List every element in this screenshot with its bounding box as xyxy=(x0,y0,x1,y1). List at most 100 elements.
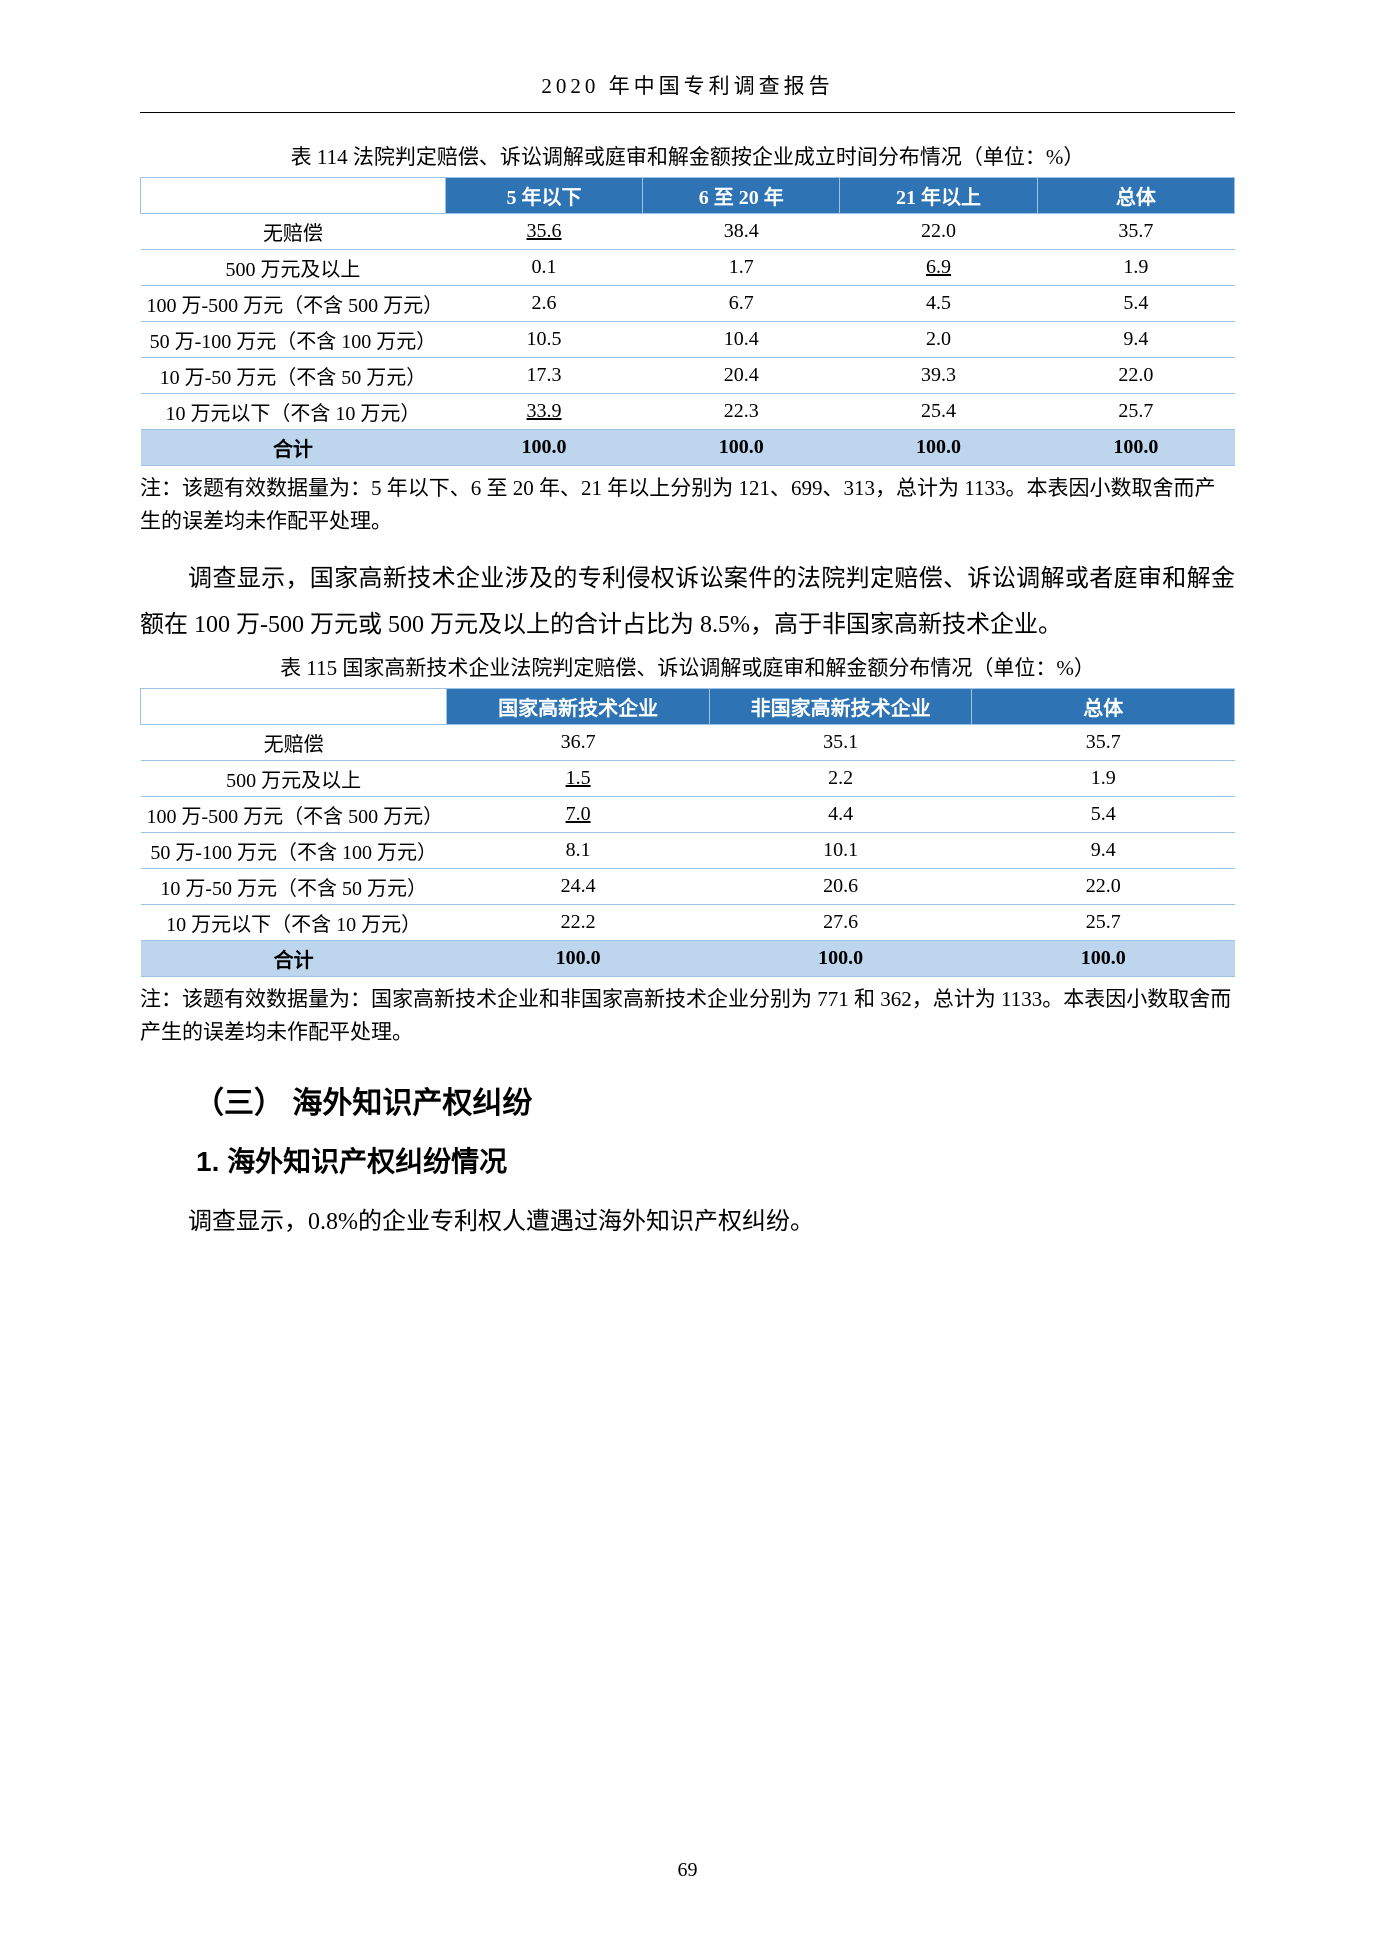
cell: 5.4 xyxy=(1037,286,1234,322)
section-heading: （三） 海外知识产权纠纷 xyxy=(140,1078,1235,1122)
cell: 1.9 xyxy=(1037,250,1234,286)
table2-col3: 总体 xyxy=(972,689,1235,725)
total-cell: 100.0 xyxy=(447,941,710,977)
cell: 24.4 xyxy=(447,869,710,905)
row-label: 10 万元以下（不含 10 万元） xyxy=(141,905,447,941)
cell: 25.7 xyxy=(972,905,1235,941)
page-number: 69 xyxy=(0,1859,1375,1882)
paragraph2: 调查显示，0.8%的企业专利权人遭遇过海外知识产权纠纷。 xyxy=(140,1200,1235,1246)
table2-col0 xyxy=(141,689,447,725)
table-row: 500 万元及以上1.52.21.9 xyxy=(141,761,1235,797)
total-cell: 100.0 xyxy=(1037,430,1234,466)
cell: 35.7 xyxy=(1037,214,1234,250)
table-row: 100 万-500 万元（不含 500 万元）7.04.45.4 xyxy=(141,797,1235,833)
row-label: 50 万-100 万元（不含 100 万元） xyxy=(141,833,447,869)
cell: 38.4 xyxy=(643,214,840,250)
sub-heading: 1. 海外知识产权纠纷情况 xyxy=(140,1140,1235,1180)
total-cell: 100.0 xyxy=(972,941,1235,977)
cell: 4.5 xyxy=(840,286,1037,322)
document-page: 2020 年中国专利调查报告 表 114 法院判定赔偿、诉讼调解或庭审和解金额按… xyxy=(0,0,1375,1942)
table1-title: 表 114 法院判定赔偿、诉讼调解或庭审和解金额按企业成立时间分布情况（单位：%… xyxy=(140,141,1235,171)
total-cell: 100.0 xyxy=(840,430,1037,466)
row-label: 10 万元以下（不含 10 万元） xyxy=(141,394,446,430)
total-row: 合计100.0100.0100.0 xyxy=(141,941,1235,977)
table1: 5 年以下 6 至 20 年 21 年以上 总体 无赔偿35.638.422.0… xyxy=(140,177,1235,466)
cell: 9.4 xyxy=(972,833,1235,869)
row-label: 无赔偿 xyxy=(141,214,446,250)
table2-note: 注：该题有效数据量为：国家高新技术企业和非国家高新技术企业分别为 771 和 3… xyxy=(140,983,1235,1048)
cell: 6.7 xyxy=(643,286,840,322)
cell: 36.7 xyxy=(447,725,710,761)
table-row: 无赔偿36.735.135.7 xyxy=(141,725,1235,761)
table-row: 50 万-100 万元（不含 100 万元）10.510.42.09.4 xyxy=(141,322,1235,358)
cell: 5.4 xyxy=(972,797,1235,833)
cell: 35.6 xyxy=(445,214,642,250)
table1-col0 xyxy=(141,178,446,214)
row-label: 10 万-50 万元（不含 50 万元） xyxy=(141,869,447,905)
total-cell: 100.0 xyxy=(445,430,642,466)
table1-col2: 6 至 20 年 xyxy=(643,178,840,214)
total-row: 合计100.0100.0100.0100.0 xyxy=(141,430,1235,466)
cell: 22.0 xyxy=(1037,358,1234,394)
table-row: 无赔偿35.638.422.035.7 xyxy=(141,214,1235,250)
cell: 0.1 xyxy=(445,250,642,286)
table1-col4: 总体 xyxy=(1037,178,1234,214)
table-row: 500 万元及以上0.11.76.91.9 xyxy=(141,250,1235,286)
table1-header-row: 5 年以下 6 至 20 年 21 年以上 总体 xyxy=(141,178,1235,214)
cell: 25.7 xyxy=(1037,394,1234,430)
table-row: 100 万-500 万元（不含 500 万元）2.66.74.55.4 xyxy=(141,286,1235,322)
cell: 10.4 xyxy=(643,322,840,358)
total-label: 合计 xyxy=(141,430,446,466)
table2-col1: 国家高新技术企业 xyxy=(447,689,710,725)
table1-note: 注：该题有效数据量为：5 年以下、6 至 20 年、21 年以上分别为 121、… xyxy=(140,472,1235,537)
cell: 17.3 xyxy=(445,358,642,394)
cell: 10.5 xyxy=(445,322,642,358)
cell: 6.9 xyxy=(840,250,1037,286)
cell: 2.6 xyxy=(445,286,642,322)
row-label: 100 万-500 万元（不含 500 万元） xyxy=(141,286,446,322)
cell: 22.0 xyxy=(972,869,1235,905)
cell: 39.3 xyxy=(840,358,1037,394)
table-row: 10 万-50 万元（不含 50 万元）17.320.439.322.0 xyxy=(141,358,1235,394)
cell: 20.4 xyxy=(643,358,840,394)
table2-header-row: 国家高新技术企业 非国家高新技术企业 总体 xyxy=(141,689,1235,725)
paragraph1: 调查显示，国家高新技术企业涉及的专利侵权诉讼案件的法院判定赔偿、诉讼调解或者庭审… xyxy=(140,557,1235,648)
cell: 1.9 xyxy=(972,761,1235,797)
row-label: 无赔偿 xyxy=(141,725,447,761)
cell: 1.7 xyxy=(643,250,840,286)
total-cell: 100.0 xyxy=(709,941,972,977)
row-label: 100 万-500 万元（不含 500 万元） xyxy=(141,797,447,833)
cell: 2.2 xyxy=(709,761,972,797)
row-label: 500 万元及以上 xyxy=(141,250,446,286)
cell: 22.2 xyxy=(447,905,710,941)
row-label: 500 万元及以上 xyxy=(141,761,447,797)
cell: 27.6 xyxy=(709,905,972,941)
cell: 9.4 xyxy=(1037,322,1234,358)
cell: 20.6 xyxy=(709,869,972,905)
cell: 4.4 xyxy=(709,797,972,833)
table-row: 10 万元以下（不含 10 万元）22.227.625.7 xyxy=(141,905,1235,941)
table-row: 50 万-100 万元（不含 100 万元）8.110.19.4 xyxy=(141,833,1235,869)
table1-col1: 5 年以下 xyxy=(445,178,642,214)
total-cell: 100.0 xyxy=(643,430,840,466)
row-label: 50 万-100 万元（不含 100 万元） xyxy=(141,322,446,358)
table2-col2: 非国家高新技术企业 xyxy=(709,689,972,725)
table2-title: 表 115 国家高新技术企业法院判定赔偿、诉讼调解或庭审和解金额分布情况（单位：… xyxy=(140,652,1235,682)
cell: 22.0 xyxy=(840,214,1037,250)
cell: 35.7 xyxy=(972,725,1235,761)
table2: 国家高新技术企业 非国家高新技术企业 总体 无赔偿36.735.135.7500… xyxy=(140,688,1235,977)
row-label: 10 万-50 万元（不含 50 万元） xyxy=(141,358,446,394)
cell: 8.1 xyxy=(447,833,710,869)
table-row: 10 万-50 万元（不含 50 万元）24.420.622.0 xyxy=(141,869,1235,905)
cell: 10.1 xyxy=(709,833,972,869)
cell: 1.5 xyxy=(447,761,710,797)
page-header: 2020 年中国专利调查报告 xyxy=(140,70,1235,113)
table-row: 10 万元以下（不含 10 万元）33.922.325.425.7 xyxy=(141,394,1235,430)
total-label: 合计 xyxy=(141,941,447,977)
cell: 22.3 xyxy=(643,394,840,430)
cell: 2.0 xyxy=(840,322,1037,358)
cell: 7.0 xyxy=(447,797,710,833)
table1-col3: 21 年以上 xyxy=(840,178,1037,214)
cell: 35.1 xyxy=(709,725,972,761)
cell: 33.9 xyxy=(445,394,642,430)
